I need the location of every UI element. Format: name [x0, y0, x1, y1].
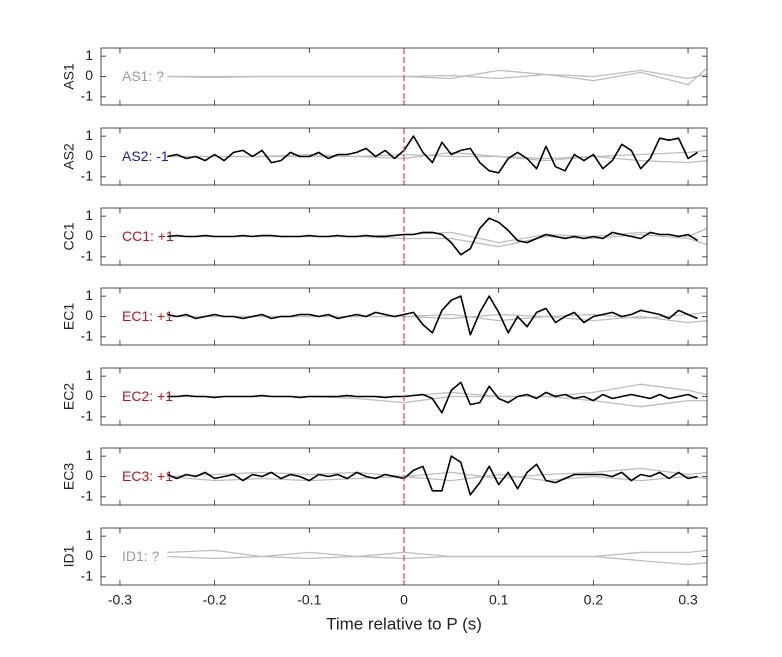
annotation: EC3: +1 — [122, 468, 173, 484]
reference-trace — [167, 467, 708, 480]
panel: CC1-1 0 1 CC1: +1 — [61, 207, 708, 266]
y-tick-label: 1 — [85, 207, 93, 223]
y-axis-label: AS2 — [61, 143, 77, 170]
y-tick-label: 1 — [85, 127, 93, 143]
reference-trace — [167, 555, 708, 566]
y-axis-label: AS1 — [61, 63, 77, 90]
y-tick-label: 0 — [85, 547, 93, 563]
y-axis-label: EC2 — [61, 383, 77, 410]
y-tick-label: 0 — [85, 147, 93, 163]
axes-frame — [100, 367, 708, 426]
reference-trace — [167, 383, 708, 398]
annotation: EC2: +1 — [122, 388, 173, 404]
x-tick-label: 0.2 — [584, 592, 604, 608]
y-tick-label: -1 — [81, 88, 94, 104]
trace — [167, 135, 698, 174]
trace — [167, 295, 698, 336]
annotation: AS1: ? — [122, 68, 164, 84]
y-tick-label: 0 — [85, 307, 93, 323]
annotation: AS2: -1 — [122, 148, 169, 164]
x-tick-label: -0.1 — [297, 592, 321, 608]
y-tick-label: -1 — [81, 568, 94, 584]
panel: EC3-1 0 1 EC3: +1 — [61, 447, 708, 506]
reference-trace — [167, 473, 708, 482]
y-tick-label: 0 — [85, 387, 93, 403]
annotation: EC1: +1 — [122, 308, 173, 324]
annotation: ID1: ? — [122, 548, 160, 564]
y-tick-label: -1 — [81, 248, 94, 264]
y-tick-label: 1 — [85, 287, 93, 303]
axes-frame — [100, 127, 708, 186]
panel: AS2-1 0 1 AS2: -1 — [61, 127, 708, 186]
y-tick-label: 1 — [85, 447, 93, 463]
trace — [166, 455, 698, 496]
y-tick-label: -1 — [81, 328, 94, 344]
y-tick-label: 0 — [85, 467, 93, 483]
annotation: CC1: +1 — [122, 228, 174, 244]
y-tick-label: 1 — [85, 367, 93, 383]
y-tick-label: 1 — [85, 47, 93, 63]
x-axis-label: Time relative to P (s) — [326, 614, 482, 633]
reference-trace — [167, 549, 708, 558]
reference-trace — [167, 395, 707, 408]
axes-frame — [100, 47, 708, 106]
axes-frame — [100, 207, 708, 266]
x-tick-label: 0.3 — [678, 592, 698, 608]
y-axis-label: EC1 — [61, 303, 77, 330]
y-tick-label: -1 — [81, 488, 94, 504]
y-tick-label: 0 — [85, 227, 93, 243]
axes-frame — [100, 287, 708, 346]
x-tick-label: -0.2 — [203, 592, 227, 608]
panel: ID1-1 0 1 -0.3 -0.2 -0.1 0 0.1 0.2 0.3 Time relati… — [61, 527, 708, 633]
y-axis-label: ID1 — [61, 545, 77, 567]
trace — [167, 217, 698, 256]
axes-frame — [100, 447, 708, 506]
reference-trace — [167, 67, 708, 86]
panel: EC2-1 0 1 EC2: +1 — [61, 367, 708, 426]
x-tick-label: -0.3 — [108, 592, 132, 608]
x-tick-label: 0.1 — [489, 592, 509, 608]
reference-trace — [167, 313, 708, 324]
y-tick-label: -1 — [81, 168, 94, 184]
y-axis-label: CC1 — [61, 222, 77, 250]
panel: EC1-1 0 1 EC1: +1 — [61, 287, 708, 346]
x-tick-label: 0 — [400, 592, 408, 608]
reference-trace — [167, 233, 708, 248]
trace — [167, 381, 698, 414]
reference-trace — [167, 151, 708, 164]
y-tick-label: 0 — [85, 67, 93, 83]
axes-frame — [100, 527, 708, 586]
panel: AS1-1 0 1 AS1: ? — [61, 47, 708, 106]
y-tick-label: -1 — [81, 408, 94, 424]
y-axis-label: EC3 — [61, 463, 77, 490]
y-tick-label: 1 — [85, 527, 93, 543]
